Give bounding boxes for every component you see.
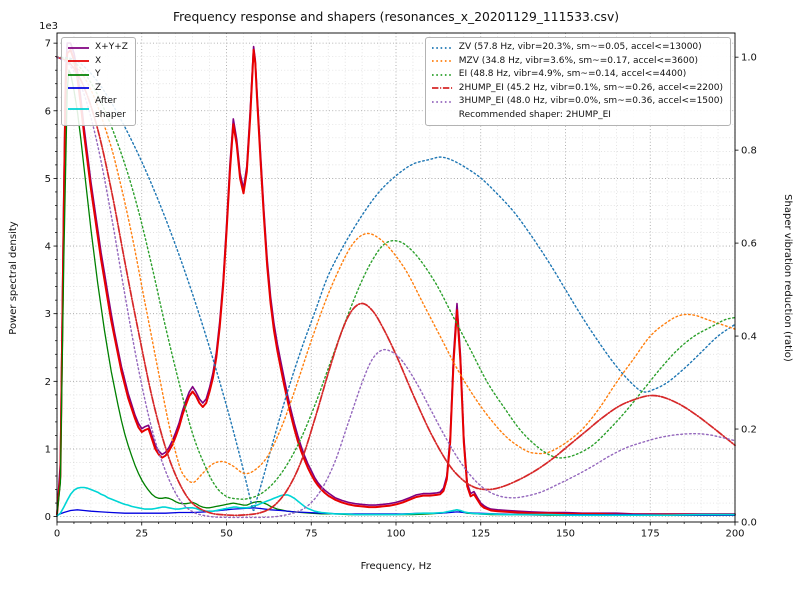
x-tick-label: 125 <box>471 528 490 539</box>
y-tick-label-left: 7 <box>45 39 51 50</box>
x-tick-label: 0 <box>54 528 60 539</box>
legend-item: 3HUMP_EI (48.0 Hz, vibr=0.0%, sm~=0.36, … <box>431 95 723 109</box>
legend-label: ZV (57.8 Hz, vibr=20.3%, sm~=0.05, accel… <box>458 42 702 52</box>
y-tick-label-right: 0.6 <box>741 239 757 250</box>
series-y <box>56 69 736 516</box>
legend-label: 2HUMP_EI (45.2 Hz, vibr=0.1%, sm~=0.26, … <box>458 82 723 93</box>
series-mzv <box>56 56 736 484</box>
legend-item: Z <box>67 82 128 96</box>
x-tick-label: 175 <box>641 528 660 539</box>
y-tick-label-left: 4 <box>45 242 51 253</box>
y-tick-label-left: 1 <box>45 444 51 455</box>
psd-legend: X+Y+Z X Y Z After shaper <box>61 37 136 126</box>
legend-line-sample <box>431 60 453 63</box>
legend-item: EI (48.8 Hz, vibr=4.9%, sm~=0.14, accel<… <box>431 68 723 82</box>
y-axis-label-right: Shaper vibration reduction (ratio) <box>782 194 793 362</box>
legend-label: 3HUMP_EI (48.0 Hz, vibr=0.0%, sm~=0.36, … <box>458 96 723 106</box>
y-tick-label-left: 0 <box>45 512 51 523</box>
legend-line-sample <box>68 60 89 63</box>
y-tick-label-left: 6 <box>45 106 51 117</box>
y-axis-offset-label: 1e3 <box>39 21 58 32</box>
y-tick-label-left: 2 <box>45 377 51 388</box>
x-tick-label: 75 <box>305 528 318 539</box>
legend-item: X <box>67 55 128 69</box>
legend-label: X+Y+Z <box>95 42 128 52</box>
series-after-shaper <box>56 486 736 517</box>
y-tick-label-right: 0.4 <box>741 332 757 343</box>
legend-label: After shaper <box>95 96 126 120</box>
legend-line-sample <box>68 87 89 90</box>
legend-line-sample <box>68 107 89 110</box>
x-tick-label: 150 <box>556 528 575 539</box>
legend-label: Recommended shaper: 2HUMP_EI <box>458 109 611 120</box>
x-tick-label: 25 <box>135 528 148 539</box>
x-tick-label: 100 <box>386 528 405 539</box>
x-tick-label: 50 <box>220 528 233 539</box>
series-lines <box>56 42 736 519</box>
legend-item: ZV (57.8 Hz, vibr=20.3%, sm~=0.05, accel… <box>431 41 723 55</box>
legend-line-sample <box>431 87 453 90</box>
legend-item: 2HUMP_EI (45.2 Hz, vibr=0.1%, sm~=0.26, … <box>431 82 723 96</box>
legend-label: EI (48.8 Hz, vibr=4.9%, sm~=0.14, accel<… <box>458 69 687 79</box>
legend-spacer <box>431 110 454 120</box>
series-zv <box>56 56 736 512</box>
y-tick-label-right: 0.2 <box>741 425 757 436</box>
legend-item: After shaper <box>67 95 128 122</box>
y-tick-label-right: 0.0 <box>741 518 757 529</box>
legend-item: Recommended shaper: 2HUMP_EI <box>431 109 723 123</box>
legend-line-sample <box>431 73 453 76</box>
axis-tick-labels: 0 25 50 75 100 125 150 175 200 0 1 2 3 4 5 6 7 0.0 0.2 0.4 0… <box>45 39 757 540</box>
y-tick-label-left: 5 <box>45 174 51 185</box>
legend-line-sample <box>68 46 89 49</box>
axis-ticks <box>53 42 739 526</box>
y-tick-label-right: 0.8 <box>741 146 757 157</box>
y-tick-label-right: 1.0 <box>741 53 757 64</box>
legend-line-sample <box>431 46 453 49</box>
series-2hump-ei <box>56 56 736 517</box>
legend-item: X+Y+Z <box>67 41 128 55</box>
y-axis-label-left: Power spectral density <box>8 221 19 334</box>
legend-label: Y <box>95 69 101 79</box>
legend-item: MZV (34.8 Hz, vibr=3.6%, sm~=0.17, accel… <box>431 55 723 69</box>
y-tick-label-left: 3 <box>45 309 51 320</box>
legend-line-sample <box>431 100 453 103</box>
legend-label: MZV (34.8 Hz, vibr=3.6%, sm~=0.17, accel… <box>458 55 698 66</box>
legend-label: X <box>95 55 102 66</box>
legend-line-sample <box>68 73 89 76</box>
chart-title: Frequency response and shapers (resonanc… <box>173 10 619 24</box>
x-axis-label: Frequency, Hz <box>361 561 432 572</box>
x-tick-label: 200 <box>725 528 744 539</box>
legend-item: Y <box>67 68 128 82</box>
shaper-legend: ZV (57.8 Hz, vibr=20.3%, sm~=0.05, accel… <box>424 37 731 126</box>
series-ei <box>56 56 736 500</box>
series-3hump-ei <box>56 56 736 519</box>
series-x <box>56 48 736 516</box>
legend-label: Z <box>95 82 102 93</box>
